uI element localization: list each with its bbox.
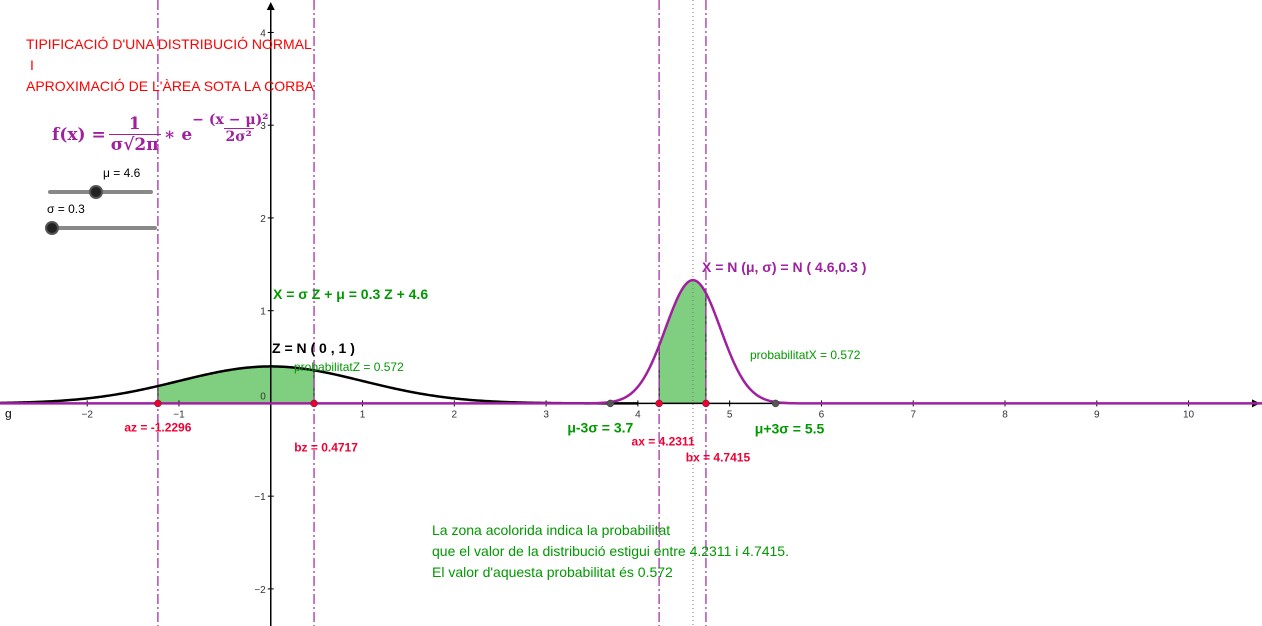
formula-coefficient: 1 σ√2π	[108, 114, 161, 155]
y-tick-label: 4	[260, 28, 266, 39]
marker-lines	[157, 0, 707, 626]
formula-exp-frac: (x − μ)² 2σ²	[207, 112, 270, 145]
x-axis-name: g	[5, 406, 12, 420]
x-distribution-label: X = N (μ, σ) = N ( 4.6,0.3 )	[702, 259, 866, 275]
x-tick-label: 3	[543, 409, 549, 420]
marker-label: ax = 4.2311	[632, 434, 695, 448]
title-line-3: APROXIMACIÓ DE L'ÀREA SOTA LA CORBA	[26, 78, 314, 94]
formula-exp-den: 2σ²	[223, 128, 254, 145]
y-tick-label: −2	[254, 585, 266, 596]
marker-label: bz = 0.4717	[294, 440, 358, 454]
z-distribution-label: Z = N ( 0 , 1 )	[272, 340, 355, 356]
formula-num: 1	[128, 114, 141, 134]
note-line-2: que el valor de la distribució estigui e…	[432, 543, 789, 559]
x-tick-label: 1	[360, 409, 366, 420]
formula-exponent: − (x − μ)² 2σ²	[192, 112, 273, 145]
marker-label: az = -1.2296	[124, 420, 191, 434]
curves	[0, 278, 1262, 405]
marker-label: μ-3σ = 3.7	[567, 419, 633, 435]
y-tick-label: 2	[260, 214, 266, 225]
formula-lhs: f(x) =	[52, 124, 106, 145]
probability-z-label: probabilitatZ = 0.572	[294, 360, 404, 374]
x-tick-label: −2	[81, 409, 93, 420]
mu-slider-label: μ = 4.6	[103, 166, 141, 180]
formula-exp-num: (x − μ)²	[208, 112, 269, 128]
density-formula: f(x) = 1 σ√2π ∗ e − (x − μ)² 2σ²	[52, 112, 273, 155]
x-tick-label: 4	[635, 409, 641, 420]
x-tick-label: 7	[910, 409, 916, 420]
shaded-area-z	[157, 365, 315, 404]
y-tick-label: 1	[260, 307, 266, 318]
x-tick-label: 9	[1094, 409, 1100, 420]
y-tick-label: −1	[254, 492, 266, 503]
y-axis-arrow	[266, 2, 275, 10]
marker-point[interactable]	[655, 399, 663, 408]
sigma-slider-track[interactable]	[52, 226, 157, 230]
formula-den: σ√2π	[108, 134, 161, 155]
title-line-2: I	[30, 57, 34, 73]
sigma-slider-knob[interactable]	[45, 221, 59, 235]
sigma-slider-label: σ = 0.3	[47, 202, 85, 216]
x-curve	[0, 278, 1262, 405]
mu-slider-knob[interactable]	[89, 185, 104, 199]
marker-point[interactable]	[154, 399, 162, 408]
marker-point[interactable]	[702, 399, 710, 408]
x-tick-label: 5	[727, 409, 733, 420]
note-line-1: La zona acolorida indica la probabilitat	[432, 522, 671, 538]
x-tick-label: 2	[452, 409, 458, 420]
x-tick-label: 10	[1183, 409, 1195, 420]
y-tick-label: 0	[260, 391, 266, 402]
x-tick-label: 6	[819, 409, 825, 420]
chart-labels: az = -1.2296 bz = 0.4717 ax = 4.2311 bx = 4…	[124, 259, 866, 464]
formula-times-e: ∗ e	[163, 124, 193, 145]
x-tick-label: 8	[1002, 409, 1008, 420]
marker-points[interactable]	[154, 399, 780, 408]
shaded-areas	[157, 279, 707, 404]
shaded-area-x	[658, 279, 707, 404]
transform-label: X = σ Z + μ = 0.3 Z + 4.6	[273, 286, 428, 302]
marker-point[interactable]	[310, 399, 318, 408]
probability-x-label: probabilitatX = 0.572	[750, 348, 861, 362]
marker-label: bx = 4.7415	[686, 450, 751, 464]
marker-point[interactable]	[606, 399, 615, 408]
formula-exp-sign: −	[192, 112, 204, 128]
marker-label: μ+3σ = 5.5	[755, 420, 825, 436]
y-tick-label: 3	[260, 121, 266, 132]
x-tick-label: −1	[173, 409, 185, 420]
note-line-3: El valor d'aquesta probabilitat és 0.572	[432, 564, 673, 580]
marker-point[interactable]	[771, 399, 780, 408]
title-line-1: TIPIFICACIÓ D'UNA DISTRIBUCIÓ NORMAL	[26, 36, 312, 52]
